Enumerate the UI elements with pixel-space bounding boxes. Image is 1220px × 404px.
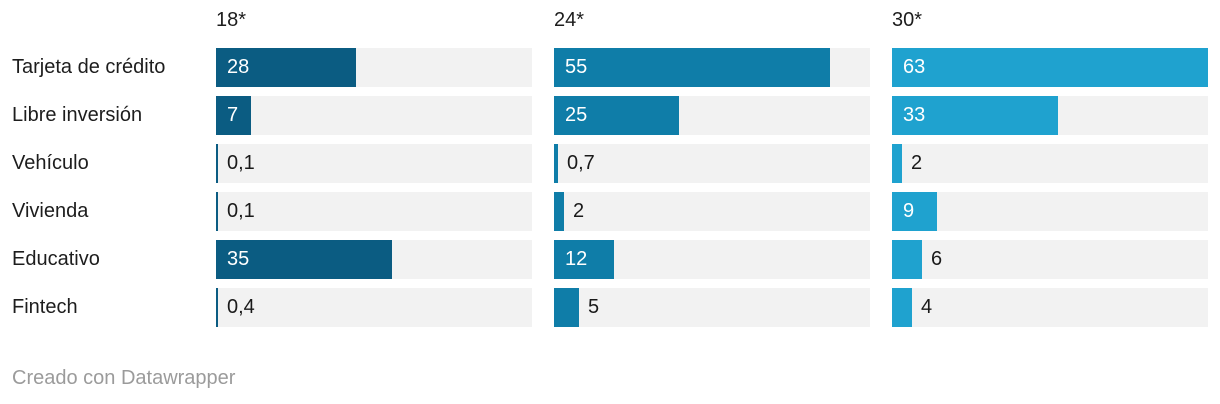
bar-track: 35 [216, 240, 532, 279]
bar [892, 240, 922, 279]
bar-value-label: 4 [921, 296, 933, 318]
bar-value-label: 55 [565, 56, 588, 78]
bar [216, 48, 356, 87]
category-label: Vehículo [12, 152, 89, 174]
bar-value-label: 33 [903, 104, 926, 126]
bar [216, 288, 218, 327]
bar-value-label: 6 [931, 248, 943, 270]
bar-track: 0,1 [216, 144, 532, 183]
bar-track: 9 [892, 192, 1208, 231]
bar [554, 144, 558, 183]
bar [554, 240, 614, 279]
column-header: 24* [554, 9, 585, 31]
bar-track: 2 [554, 192, 870, 231]
bar [216, 240, 392, 279]
datawrapper-attribution: Creado con Datawrapper [12, 367, 236, 389]
bar-track: 7 [216, 96, 532, 135]
bar-track: 28 [216, 48, 532, 87]
bar-track: 55 [554, 48, 870, 87]
bar-value-label: 35 [227, 248, 250, 270]
bar [216, 144, 218, 183]
bar-track: 6 [892, 240, 1208, 279]
bar-value-label: 7 [227, 104, 239, 126]
bar [892, 192, 937, 231]
bar-value-label: 9 [903, 200, 915, 222]
bar-track: 0,4 [216, 288, 532, 327]
bar [216, 96, 251, 135]
bar [216, 192, 218, 231]
bar [554, 288, 579, 327]
column-header: 18* [216, 9, 247, 31]
bar-value-label: 25 [565, 104, 588, 126]
bar [892, 48, 1208, 87]
bar-track: 0,7 [554, 144, 870, 183]
bar [554, 48, 830, 87]
category-label: Vivienda [12, 200, 89, 222]
bar-track: 25 [554, 96, 870, 135]
bar-value-label: 2 [573, 200, 585, 222]
bar-track: 63 [892, 48, 1208, 87]
bar [554, 96, 679, 135]
chart-row: Vivienda 0,1 2 9 [0, 192, 1220, 231]
bar-value-label: 63 [903, 56, 926, 78]
bar-track: 33 [892, 96, 1208, 135]
bar-track: 12 [554, 240, 870, 279]
bar-value-label: 0,4 [227, 296, 255, 318]
chart-row: Libre inversión 7 25 33 [0, 96, 1220, 135]
bar [892, 288, 912, 327]
category-label: Fintech [12, 296, 78, 318]
chart-row: Tarjeta de crédito 28 55 63 [0, 48, 1220, 87]
chart-row: Fintech 0,4 5 4 [0, 288, 1220, 327]
bar-value-label: 2 [911, 152, 923, 174]
bar-value-label: 0,1 [227, 200, 255, 222]
bar-value-label: 5 [588, 296, 600, 318]
bar-track: 0,1 [216, 192, 532, 231]
bar-value-label: 0,7 [567, 152, 595, 174]
bar-value-label: 12 [565, 248, 588, 270]
bar-track: 5 [554, 288, 870, 327]
bar [892, 96, 1058, 135]
bar-value-label: 28 [227, 56, 250, 78]
bar [554, 192, 564, 231]
category-label: Educativo [12, 248, 100, 270]
bar-track: 4 [892, 288, 1208, 327]
chart-row: Educativo 35 12 6 [0, 240, 1220, 279]
column-header: 30* [892, 9, 923, 31]
bar-track: 2 [892, 144, 1208, 183]
chart-row: Vehículo 0,1 0,7 2 [0, 144, 1220, 183]
category-label: Tarjeta de crédito [12, 56, 166, 78]
bar-value-label: 0,1 [227, 152, 255, 174]
bar [892, 144, 902, 183]
category-label: Libre inversión [12, 104, 143, 126]
